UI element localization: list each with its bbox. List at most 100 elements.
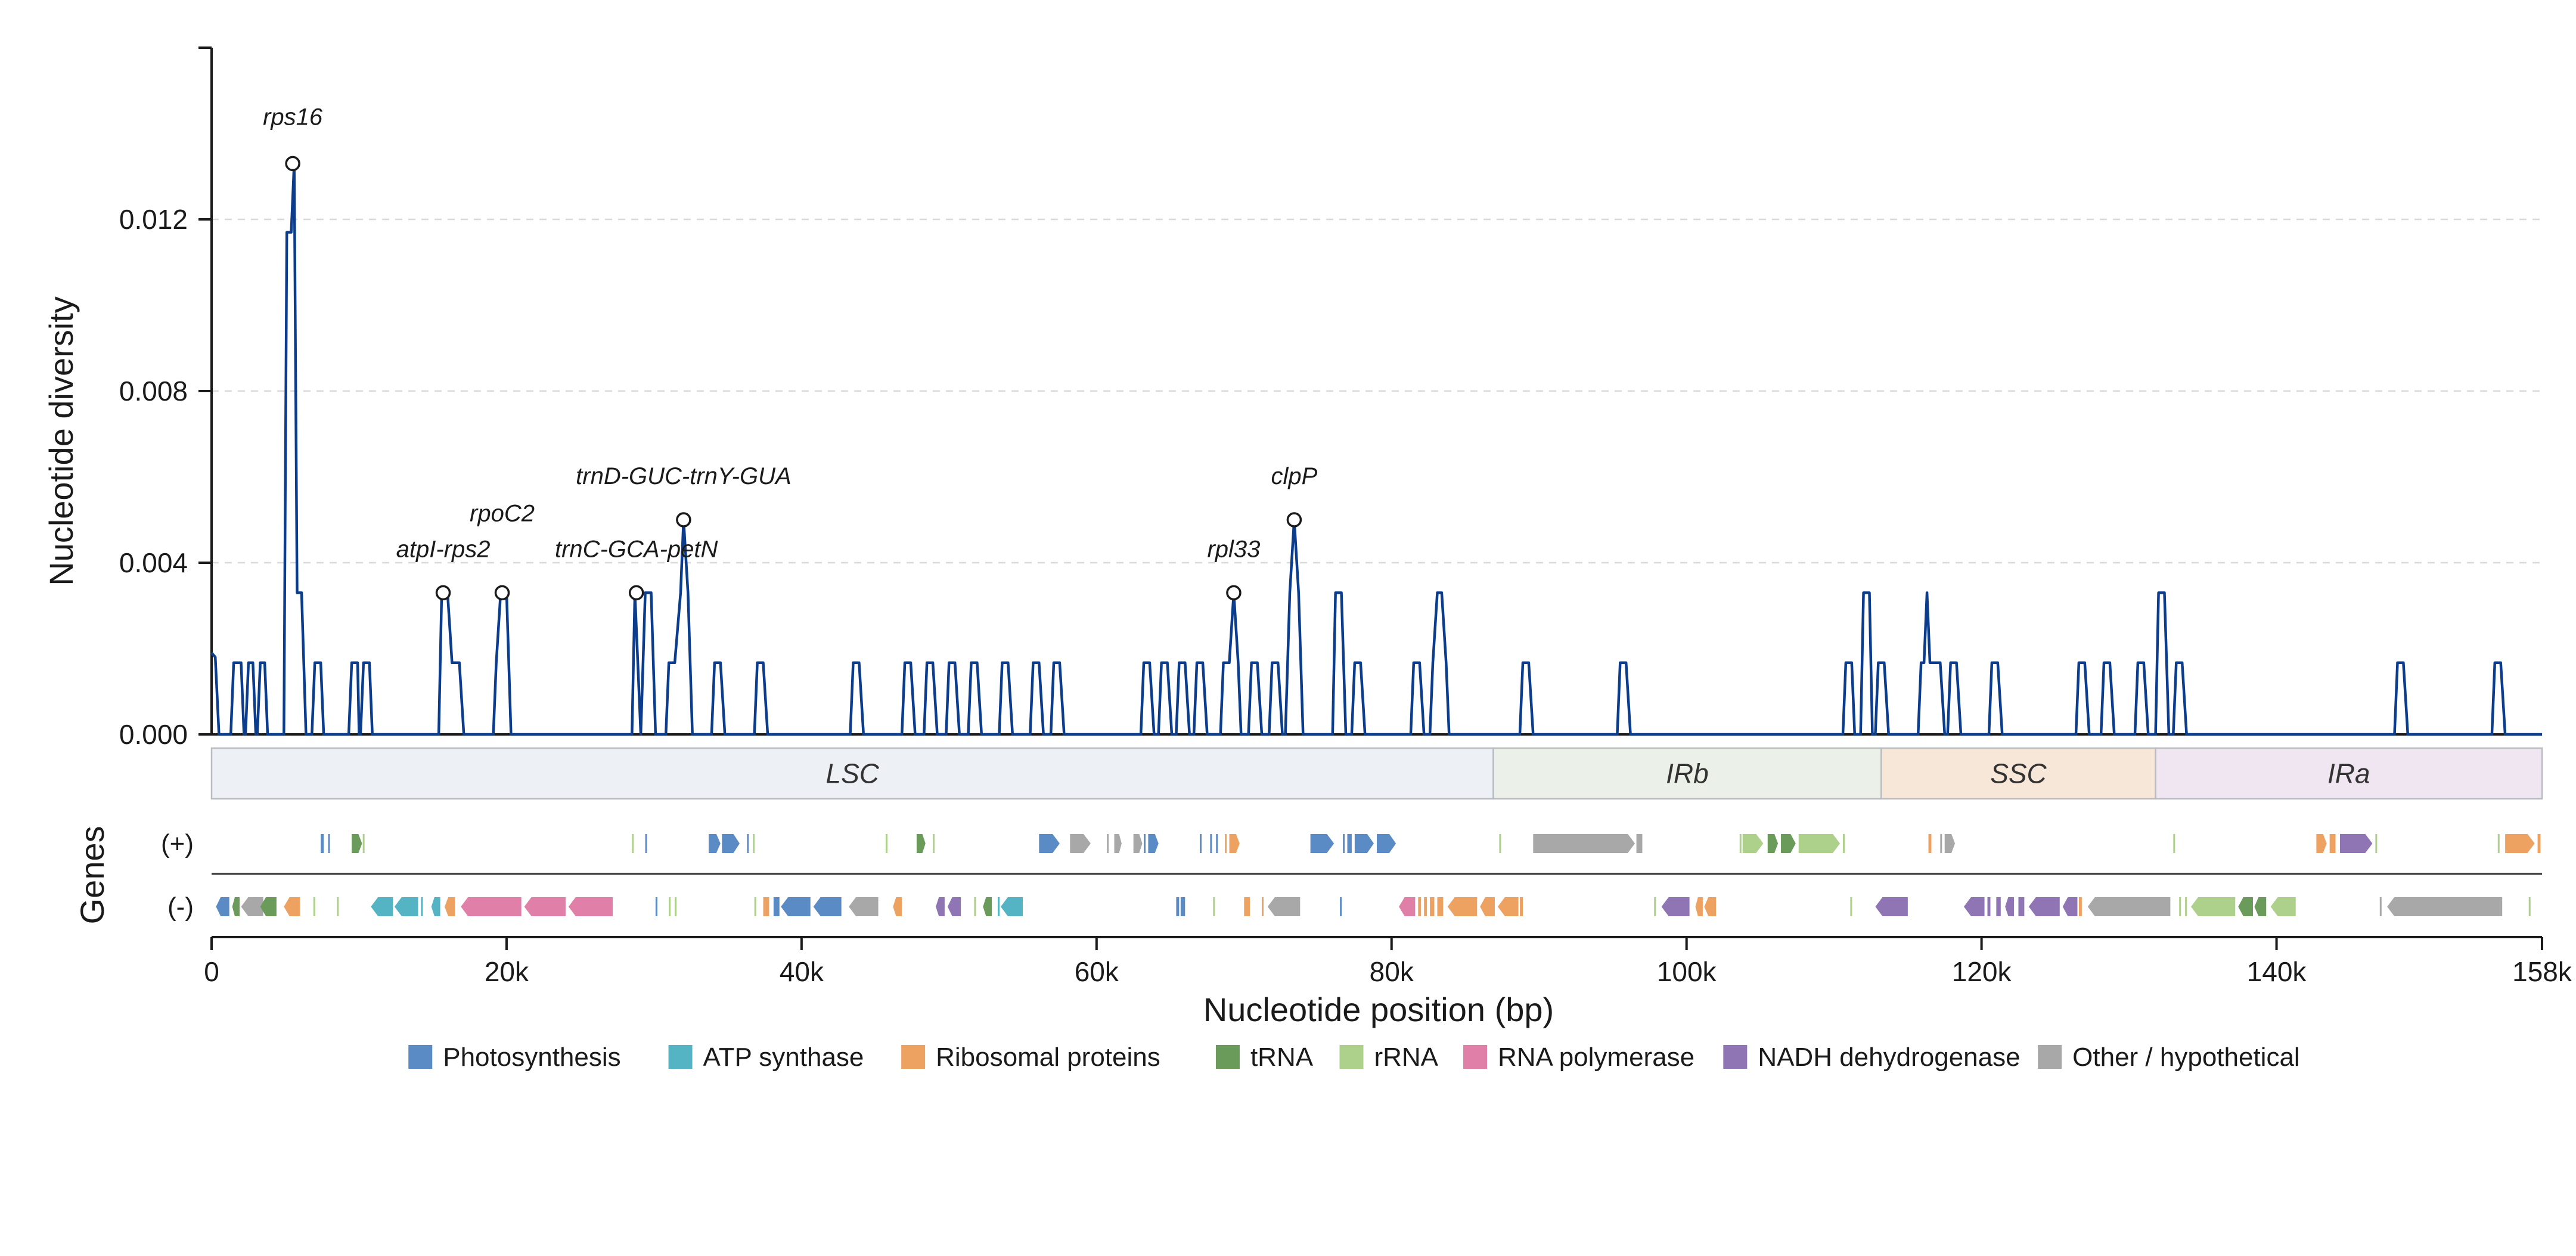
gene-arrow <box>362 834 365 853</box>
legend: Photosynthesis ATP synthase Ribosomal prot… <box>408 1043 2300 1072</box>
region-band-ira <box>2155 747 2543 800</box>
gene-arrow <box>524 897 566 916</box>
x-tick-label: 158k <box>2512 956 2572 987</box>
region-label: SSC <box>1990 758 2047 789</box>
peak-label: rpl33 <box>1207 536 1260 562</box>
gene-arrow <box>1533 834 1635 853</box>
tick-layer: 0.000 0.004 0.008 0.012 0 20k 40k 60k 80k 100k 120… <box>119 46 2572 987</box>
peak-label: trnD-GUC-trnY-GUA <box>576 463 791 489</box>
gene-arrow <box>655 897 657 916</box>
gene-arrow <box>747 834 749 853</box>
peak-marker <box>435 585 451 601</box>
x-tick-label: 120k <box>1952 956 2012 987</box>
gene-arrow <box>241 897 263 916</box>
gene-arrow <box>1843 834 1845 853</box>
gene-arrow <box>321 834 324 853</box>
legend-label: rRNA <box>1374 1043 1438 1072</box>
gene-arrow <box>421 897 423 916</box>
legend-label: Ribosomal proteins <box>936 1043 1160 1072</box>
gene-arrow <box>2028 897 2060 916</box>
region-band-irb <box>1492 747 1882 800</box>
gene-arrow <box>1000 897 1023 916</box>
gene-arrow <box>1963 897 1985 916</box>
peak-marker <box>1226 585 1242 601</box>
gene-arrow <box>1176 897 1180 916</box>
gene-arrow <box>1424 897 1427 916</box>
peak-label: rpoC2 <box>470 500 535 526</box>
x-tick-label: 100k <box>1657 956 1717 987</box>
gene-arrow <box>2173 834 2175 853</box>
gene-arrow <box>1447 897 1478 916</box>
peak-label: rps16 <box>263 104 323 130</box>
genes-axis-title: Genes <box>73 826 111 925</box>
legend-label: Photosynthesis <box>443 1043 620 1072</box>
gene-arrow <box>1213 897 1215 916</box>
gene-arrow <box>2505 834 2535 853</box>
gene-arrow <box>2528 897 2531 916</box>
legend-label: ATP synthase <box>703 1043 864 1072</box>
gene-arrow <box>1347 834 1352 853</box>
y-axis-title: Nucleotide diversity <box>42 296 80 586</box>
gene-arrow <box>1850 897 1852 916</box>
gene-arrow <box>1437 897 1444 916</box>
legend-swatch <box>408 1045 433 1069</box>
region-label: IRa <box>2327 758 2370 789</box>
gene-track-layer <box>216 834 2541 916</box>
gene-arrow <box>1354 834 1374 853</box>
legend-item: tRNA <box>1215 1043 1314 1072</box>
gene-arrow <box>1229 834 1240 853</box>
legend-item: RNA polymerase <box>1463 1043 1694 1072</box>
gene-arrow <box>1340 897 1342 916</box>
gene-arrow <box>2179 897 2181 916</box>
gene-arrow <box>645 834 647 853</box>
gene-arrow <box>1310 834 1334 853</box>
legend-swatch <box>668 1045 693 1069</box>
gene-arrow <box>2078 897 2082 916</box>
gene-arrow <box>2018 897 2025 916</box>
peak-marker <box>628 585 644 601</box>
gene-arrow <box>1418 897 1422 916</box>
gene-arrow <box>216 897 229 916</box>
gene-arrow <box>1200 834 1202 853</box>
gene-arrow <box>1875 897 1908 916</box>
grid-layer <box>212 218 2542 564</box>
legend-item: ATP synthase <box>668 1043 864 1072</box>
gene-arrow <box>1520 897 1523 916</box>
gene-arrow <box>1928 834 1932 853</box>
legend-swatch <box>1215 1045 1240 1069</box>
gene-arrow <box>1343 834 1345 853</box>
gene-arrow <box>1767 834 1779 853</box>
legend-label: NADH dehydrogenase <box>1758 1043 2020 1072</box>
gene-arrow <box>632 834 634 853</box>
legend-item: Photosynthesis <box>408 1043 621 1072</box>
gene-arrow <box>260 897 277 916</box>
y-tick-label: 0.008 <box>119 376 188 407</box>
gene-arrow <box>1107 834 1109 853</box>
legend-swatch <box>1339 1045 1364 1069</box>
legend-item: Other / hypothetical <box>2038 1043 2300 1072</box>
gene-arrow <box>916 834 926 853</box>
gene-arrow <box>773 897 780 916</box>
gene-arrow <box>849 897 879 916</box>
minus-strand-label: (-) <box>167 892 194 922</box>
gene-arrow <box>1654 897 1656 916</box>
gene-arrow <box>947 897 961 916</box>
gene-arrow <box>936 897 945 916</box>
legend-item: Ribosomal proteins <box>901 1043 1160 1072</box>
gene-arrow <box>284 897 300 916</box>
gene-arrow <box>1742 834 1764 853</box>
region-band-layer: LSC IRb SSC IRa <box>210 747 2543 800</box>
gene-arrow <box>1225 834 1227 853</box>
legend-swatch <box>1723 1045 1748 1069</box>
gene-arrow <box>445 897 455 916</box>
gene-arrow <box>1430 897 1435 916</box>
region-label: IRb <box>1666 758 1709 789</box>
gene-arrow <box>1070 834 1091 853</box>
peak-annotation-layer: rps16 atpI-rps2 rpoC2 trnC-GCA-petN trnD-GUC… <box>263 104 1318 601</box>
gene-arrow <box>337 897 339 916</box>
gene-arrow <box>1695 897 1703 916</box>
gene-arrow <box>974 897 976 916</box>
x-tick-label: 60k <box>1075 956 1119 987</box>
gene-arrow <box>1039 834 1060 853</box>
